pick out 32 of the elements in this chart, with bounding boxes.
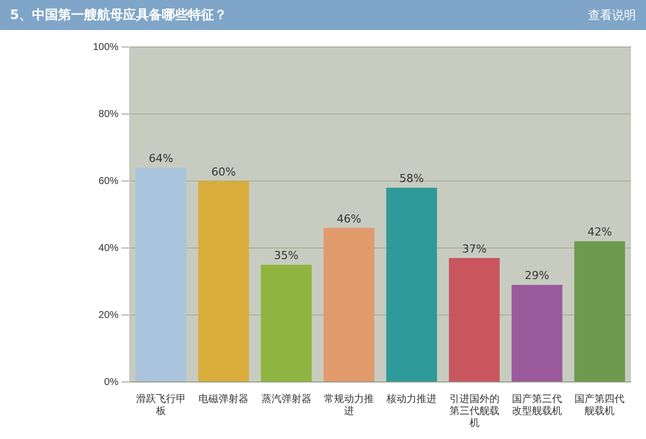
x-tick-label: 国产第四代舰载机: [574, 392, 625, 417]
y-tick-label: 60%: [98, 176, 119, 187]
bar: [448, 258, 500, 382]
bar: [136, 168, 186, 382]
bar: [512, 284, 562, 382]
data-label: 60%: [211, 165, 236, 178]
data-label: 37%: [462, 242, 487, 256]
data-label: 29%: [524, 269, 550, 282]
x-tick-label: 滑跃飞行甲板: [136, 392, 186, 417]
data-label: 58%: [399, 172, 424, 186]
data-label: 42%: [587, 226, 612, 239]
data-label: 35%: [274, 249, 298, 262]
bar: [260, 264, 312, 382]
y-tick-label: 20%: [98, 310, 119, 321]
x-tick-label: 国产第三代改型舰载机: [512, 392, 562, 417]
x-tick-label: 核动力推进: [386, 392, 437, 405]
bar: [386, 188, 438, 382]
text: 查看说明: [588, 7, 636, 24]
bar: [324, 228, 374, 382]
x-tick-label: 蒸汽弹射器: [261, 392, 312, 405]
y-tick-label: 100%: [93, 42, 119, 53]
data-label: 64%: [148, 152, 174, 165]
x-tick-label: 引进国外的第三代舰载机: [449, 392, 500, 429]
data-label: 46%: [336, 212, 362, 226]
y-tick-label: 80%: [98, 108, 119, 120]
bar: [574, 241, 626, 382]
bar: [198, 181, 249, 382]
x-tick-label: 电磁弹射器: [198, 392, 249, 405]
y-tick-label: 0%: [104, 376, 119, 388]
x-tick-label: 常规动力推进: [324, 392, 374, 417]
chart-title: 5、中国第一艘航母应具备哪些特征？: [10, 6, 228, 24]
y-tick-label: 40%: [98, 242, 119, 254]
